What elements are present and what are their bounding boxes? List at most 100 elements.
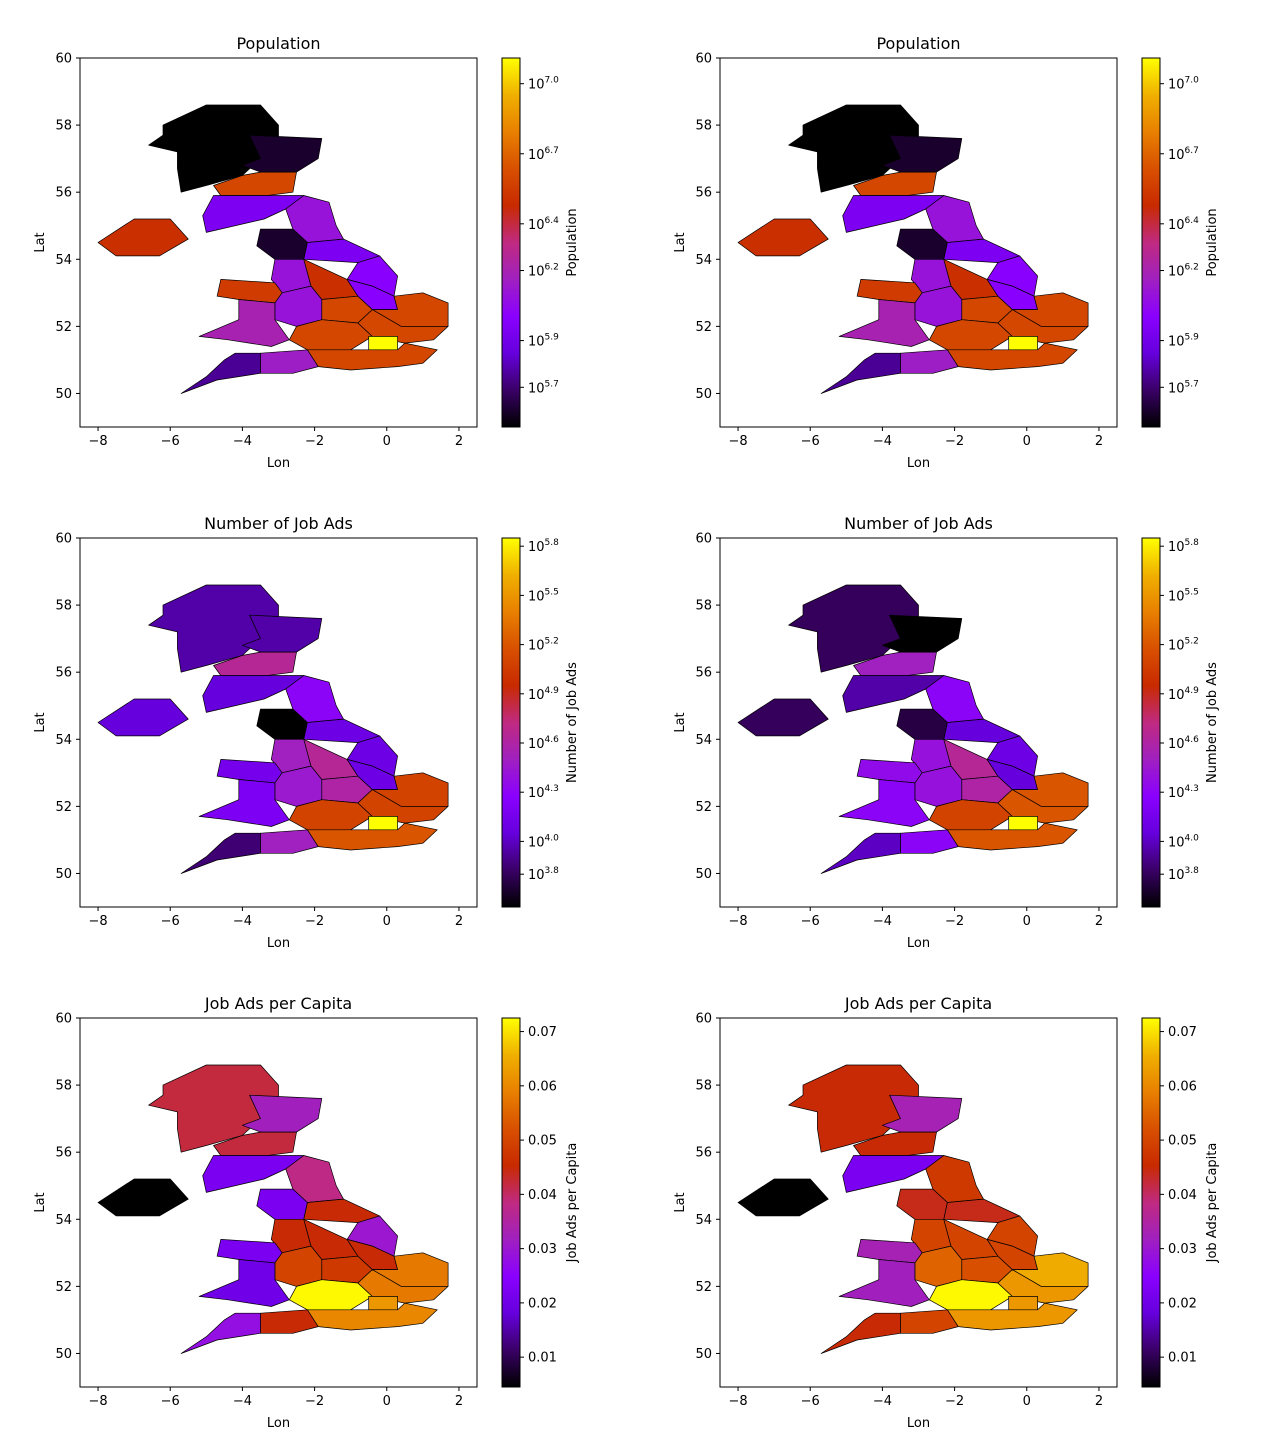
colorbar-tick-label: 0.01: [528, 1351, 557, 1366]
x-tick-label: −2: [945, 434, 964, 449]
y-tick-label: 60: [55, 532, 72, 547]
y-tick-label: 50: [55, 1347, 72, 1362]
x-tick-label: −8: [88, 914, 107, 929]
x-tick-label: −2: [945, 914, 964, 929]
colorbar-tick-label: 0.06: [1168, 1079, 1197, 1094]
y-tick-label: 60: [695, 532, 712, 547]
y-tick-label: 50: [55, 387, 72, 402]
colorbar-tick-label: 106.4: [528, 216, 559, 233]
plot-frame: [79, 57, 478, 428]
x-axis-label: Lon: [907, 936, 930, 951]
y-tick-label: 58: [695, 119, 712, 134]
map-region: [180, 832, 261, 874]
x-tick-label: 0: [1023, 914, 1031, 929]
chart-panel: Job Ads per Capita −8 −6 −4 −2 0 2 50 52 54 56 58 60…: [33, 994, 580, 1431]
map-region: [307, 822, 438, 851]
colorbar-tick-label: 106.7: [528, 146, 559, 163]
x-tick-label: −4: [233, 914, 252, 929]
colorbar-tick-label: 104.3: [528, 784, 559, 801]
map-region: [97, 1178, 189, 1217]
chart-title: Job Ads per Capita: [204, 994, 352, 1013]
map-region: [737, 218, 829, 257]
map-region: [307, 1302, 438, 1331]
colorbar-label: Number of Job Ads: [1205, 662, 1220, 783]
x-tick-label: 0: [383, 1394, 391, 1409]
map-region: [820, 352, 901, 394]
chart-title: Job Ads per Capita: [844, 994, 992, 1013]
y-tick-label: 58: [55, 599, 72, 614]
chart-panel: Number of Job Ads −8 −6 −4 −2 0 2 50 52 54 56 58 60 L…: [33, 514, 580, 951]
colorbar-tick-label: 0.01: [1168, 1351, 1197, 1366]
map-region: [180, 352, 261, 394]
x-tick-label: 0: [383, 434, 391, 449]
x-axis-label: Lon: [267, 936, 290, 951]
colorbar-tick-label: 104.6: [528, 735, 559, 752]
y-tick-label: 54: [695, 253, 712, 268]
colorbar-tick-label: 105.2: [1168, 637, 1199, 654]
colorbar: [501, 57, 521, 428]
colorbar-tick-label: 0.04: [528, 1188, 557, 1203]
x-tick-label: −2: [305, 434, 324, 449]
map-region: [820, 1312, 901, 1354]
y-axis-label: Lat: [673, 712, 688, 732]
chart-panel: Population −8 −6 −4 −2 0 2 50 52 54 56 58 60 Lon Lat 10…: [33, 34, 580, 471]
plot-frame: [79, 1017, 478, 1388]
y-tick-label: 58: [55, 119, 72, 134]
map-region: [307, 342, 438, 371]
x-tick-label: −6: [801, 914, 820, 929]
map-region: [97, 698, 189, 737]
plot-frame: [719, 1017, 1118, 1388]
y-tick-label: 56: [695, 1146, 712, 1161]
x-tick-label: −4: [233, 1394, 252, 1409]
map-region: [357, 1269, 449, 1304]
x-tick-label: −2: [305, 914, 324, 929]
colorbar-label: Population: [565, 208, 580, 276]
y-tick-label: 58: [55, 1079, 72, 1094]
y-tick-label: 58: [695, 599, 712, 614]
map-region: [838, 779, 930, 827]
plot-frame: [79, 537, 478, 908]
map-region: [737, 1178, 829, 1217]
x-tick-label: 2: [1095, 434, 1103, 449]
colorbar: [1141, 57, 1161, 428]
x-tick-label: −6: [161, 434, 180, 449]
colorbar-tick-label: 105.7: [1168, 379, 1199, 396]
colorbar-label: Population: [1205, 208, 1220, 276]
y-tick-label: 56: [695, 666, 712, 681]
x-tick-label: −4: [233, 434, 252, 449]
chart-title: Number of Job Ads: [844, 514, 993, 533]
x-tick-label: −6: [801, 1394, 820, 1409]
colorbar-tick-label: 0.05: [1168, 1134, 1197, 1149]
map-region: [997, 789, 1089, 824]
colorbar-tick-label: 103.8: [528, 866, 559, 883]
colorbar-tick-label: 0.02: [528, 1296, 557, 1311]
x-axis-label: Lon: [267, 1416, 290, 1431]
y-tick-label: 52: [695, 800, 712, 815]
colorbar-tick-label: 105.9: [528, 333, 559, 350]
map-region: [737, 698, 829, 737]
y-axis-label: Lat: [33, 712, 48, 732]
plot-frame: [719, 537, 1118, 908]
colorbar-tick-label: 0.07: [528, 1025, 557, 1040]
map-region: [198, 1259, 290, 1307]
map-region: [198, 299, 290, 347]
x-tick-label: 2: [455, 1394, 463, 1409]
colorbar-tick-label: 106.7: [1168, 146, 1199, 163]
colorbar-tick-label: 104.0: [528, 833, 559, 850]
y-tick-label: 52: [695, 320, 712, 335]
map-regions: [97, 584, 449, 874]
map-region: [928, 1279, 1013, 1311]
colorbar-tick-label: 105.9: [1168, 333, 1199, 350]
y-tick-label: 56: [55, 666, 72, 681]
chart-panel: Number of Job Ads −8 −6 −4 −2 0 2 50 52 54 56 58 60 L…: [673, 514, 1220, 951]
x-tick-label: 0: [1023, 1394, 1031, 1409]
x-tick-label: 2: [455, 914, 463, 929]
x-tick-label: −2: [945, 1394, 964, 1409]
colorbar-tick-label: 0.06: [528, 1079, 557, 1094]
map-region: [198, 779, 290, 827]
y-tick-label: 50: [695, 867, 712, 882]
colorbar: [1141, 537, 1161, 908]
colorbar-label: Job Ads per Capita: [565, 1143, 580, 1264]
map-region: [820, 832, 901, 874]
